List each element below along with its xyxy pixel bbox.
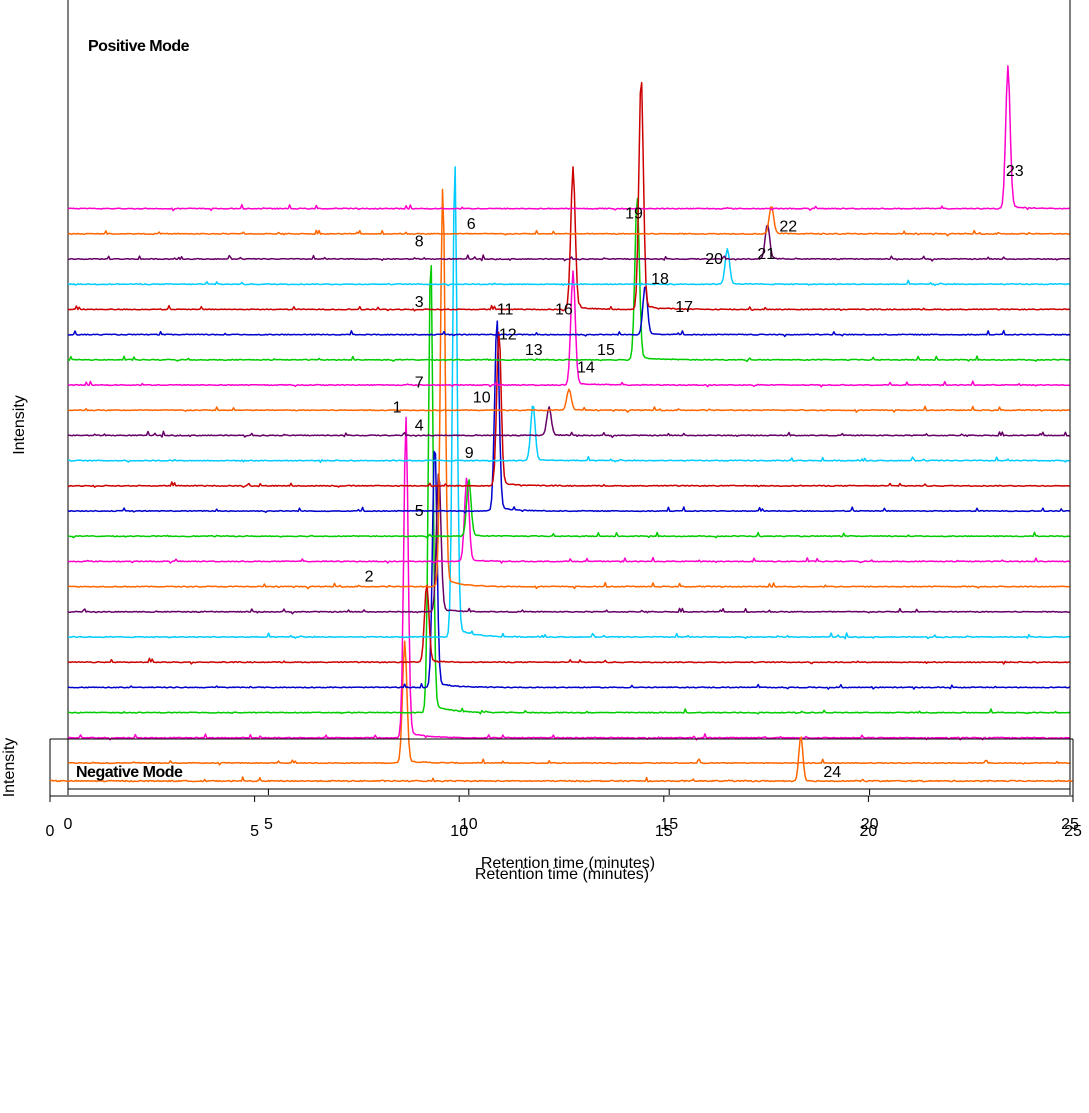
trace-21 bbox=[67, 224, 1070, 262]
trace-1 bbox=[67, 416, 1070, 741]
trace-22 bbox=[67, 206, 1070, 237]
trace-14 bbox=[67, 406, 1070, 439]
peak-label-17: 17 bbox=[675, 299, 693, 316]
trace-19 bbox=[67, 81, 1070, 312]
peak-label-22: 22 bbox=[779, 218, 797, 235]
peak-label-13: 13 bbox=[525, 342, 543, 359]
top-x-tick-label: 15 bbox=[660, 816, 678, 833]
trace-20 bbox=[67, 248, 1070, 287]
peak-label-15: 15 bbox=[597, 342, 615, 359]
trace-5 bbox=[67, 584, 1070, 665]
peak-label-8: 8 bbox=[415, 233, 424, 250]
peak-label-24: 24 bbox=[823, 764, 841, 781]
top-x-ticks: 0 5 10 15 20 25 bbox=[64, 789, 1079, 833]
trace-11 bbox=[67, 320, 1070, 514]
peak-label-3: 3 bbox=[415, 294, 424, 311]
top-x-tick-label: 20 bbox=[861, 816, 879, 833]
bottom-x-tick-label: 15 bbox=[655, 823, 673, 840]
peak-label-10: 10 bbox=[473, 390, 491, 407]
peak-label-6: 6 bbox=[467, 216, 476, 233]
peak-label-1: 1 bbox=[393, 400, 402, 417]
peak-label-9: 9 bbox=[465, 445, 474, 462]
bottom-x-tick-label: 25 bbox=[1064, 823, 1082, 840]
peak-label-23: 23 bbox=[1006, 163, 1024, 180]
trace-7 bbox=[67, 473, 1070, 615]
trace-8 bbox=[67, 188, 1070, 590]
peak-label-21: 21 bbox=[757, 246, 775, 263]
peak-label-20: 20 bbox=[705, 251, 723, 268]
bottom-traces bbox=[49, 736, 1073, 783]
peak-label-7: 7 bbox=[415, 375, 424, 392]
top-y-axis-title: Intensity bbox=[11, 395, 28, 455]
peak-label-4: 4 bbox=[415, 417, 424, 434]
trace-16 bbox=[67, 270, 1070, 388]
trace-13 bbox=[68, 405, 1070, 464]
peak-label-19: 19 bbox=[625, 206, 643, 223]
trace-12 bbox=[67, 331, 1070, 488]
trace-2 bbox=[67, 640, 1070, 766]
top-x-tick-label: 25 bbox=[1061, 816, 1079, 833]
trace-15 bbox=[67, 388, 1070, 413]
peak-label-12: 12 bbox=[499, 327, 517, 344]
peak-label-14: 14 bbox=[577, 359, 595, 376]
bottom-x-axis-title: Retention time (minutes) bbox=[475, 866, 649, 883]
trace-3 bbox=[68, 264, 1070, 715]
trace-9 bbox=[67, 477, 1070, 564]
top-x-tick-label: 5 bbox=[264, 816, 273, 833]
bottom-x-tick-label: 0 bbox=[46, 823, 55, 840]
negative-mode-title: Negative Mode bbox=[76, 764, 183, 781]
peak-label-2: 2 bbox=[365, 569, 374, 586]
peak-label-16: 16 bbox=[555, 301, 573, 318]
bottom-x-tick-label: 10 bbox=[450, 823, 468, 840]
top-x-tick-label: 10 bbox=[460, 816, 478, 833]
trace-17 bbox=[67, 197, 1070, 363]
negative-mode-chart: 0 5 10 15 20 25 24 Negative Mode Retention ti… bbox=[1, 736, 1082, 883]
trace-10 bbox=[67, 479, 1070, 539]
bottom-x-tick-label: 20 bbox=[860, 823, 878, 840]
trace-24 bbox=[49, 736, 1073, 783]
bottom-x-ticks: 0 5 10 15 20 25 bbox=[46, 796, 1082, 840]
positive-mode-title: Positive Mode bbox=[88, 38, 190, 55]
top-x-tick-label: 0 bbox=[64, 816, 73, 833]
peak-label-5: 5 bbox=[415, 503, 424, 520]
peak-label-18: 18 bbox=[651, 271, 669, 288]
peak-label-11: 11 bbox=[497, 301, 514, 318]
top-traces bbox=[67, 65, 1070, 766]
bottom-y-axis-title: Intensity bbox=[1, 738, 18, 798]
bottom-x-tick-label: 5 bbox=[250, 823, 259, 840]
trace-18 bbox=[67, 286, 1070, 338]
bottom-peak-labels: 24 bbox=[823, 764, 841, 781]
bottom-frame bbox=[49, 738, 1074, 797]
top-x-axis-title: Retention time (minutes) bbox=[481, 855, 655, 872]
trace-6 bbox=[68, 166, 1070, 640]
trace-23 bbox=[67, 65, 1070, 212]
trace-4 bbox=[67, 450, 1070, 690]
